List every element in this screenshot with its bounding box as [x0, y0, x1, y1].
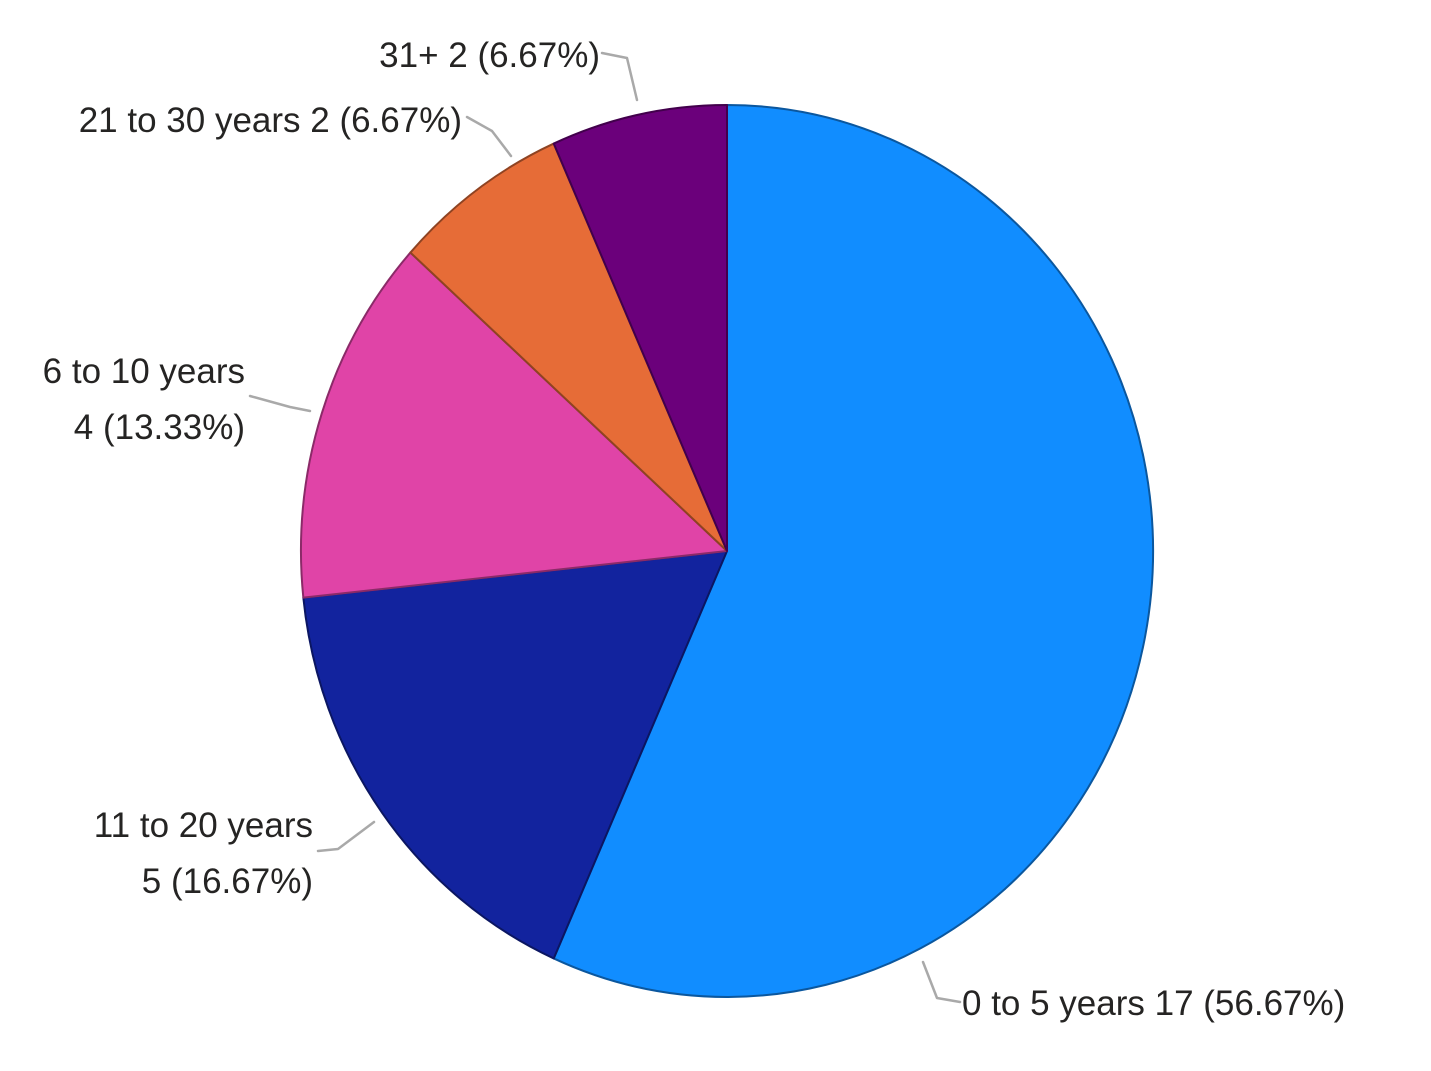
pie-slice-11-to-20-years[interactable]	[302, 550, 728, 960]
slice-label-31-plus: 31+ 2 (6.67%)	[379, 36, 600, 75]
pie-slice-0-to-5-years[interactable]	[552, 104, 1154, 998]
leader-line	[248, 394, 312, 413]
leader-line	[921, 960, 962, 1004]
pie-slice-31[interactable]	[552, 104, 728, 552]
leader-line	[465, 115, 513, 158]
slice-label-11-to-20-years: 11 to 20 years 5 (16.67%)	[93, 806, 313, 901]
slice-label-21-to-30-years: 21 to 30 years 2 (6.67%)	[78, 101, 462, 140]
leader-line	[600, 51, 639, 102]
pie-slice-21-to-30-years[interactable]	[409, 142, 728, 552]
pie-slice-6-to-10-years[interactable]	[300, 251, 728, 599]
slice-label-6-to-10-years: 6 to 10 years 4 (13.33%)	[42, 352, 245, 447]
leader-line	[316, 820, 376, 853]
slice-label-0-to-5-years: 0 to 5 years 17 (56.67%)	[962, 984, 1346, 1023]
